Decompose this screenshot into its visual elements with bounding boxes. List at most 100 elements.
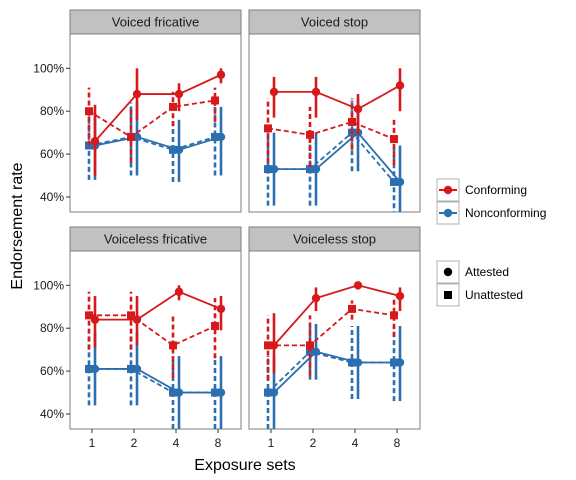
- data-point-square: [169, 102, 177, 111]
- data-point-circle: [216, 70, 226, 79]
- panels: Voiced fricative 40% 60% 80% 100% Voiced stop…: [33, 9, 421, 450]
- series-line: [89, 314, 216, 347]
- y-tick-label: 60%: [40, 364, 64, 378]
- legend-key-dot: [443, 185, 453, 195]
- data-point-square: [348, 117, 356, 126]
- panel-title: Voiceless stop: [293, 232, 376, 247]
- legend-key-circle: [443, 267, 453, 277]
- panel-title: Voiced stop: [301, 15, 368, 30]
- data-point-square: [264, 165, 272, 174]
- data-point-square: [390, 135, 398, 144]
- data-point-circle: [395, 291, 405, 301]
- series-line: [94, 136, 222, 151]
- series-group: [85, 285, 226, 429]
- plot-border: [69, 250, 242, 430]
- y-tick-label: 40%: [40, 190, 64, 204]
- data-point-square: [169, 341, 177, 350]
- data-point-square: [264, 124, 272, 133]
- panel: Voiced fricative 40% 60% 80% 100%: [33, 9, 242, 213]
- panel-strip: [69, 226, 242, 252]
- x-tick-label: 4: [352, 436, 359, 450]
- series-line: [268, 307, 395, 347]
- data-point-square: [127, 311, 135, 320]
- data-point-square: [169, 145, 177, 154]
- panel-title: Voiced fricative: [112, 15, 199, 30]
- series-line: [88, 99, 216, 139]
- data-point-circle: [174, 287, 184, 296]
- data-point-circle: [311, 87, 321, 97]
- data-point-circle: [395, 81, 405, 90]
- x-tick-label: 4: [173, 436, 180, 450]
- legend-shape-label: Unattested: [465, 288, 523, 302]
- data-point-square: [211, 388, 219, 397]
- series-line: [267, 120, 395, 140]
- data-point-square: [127, 364, 135, 373]
- data-point-square: [211, 96, 219, 105]
- data-point-square: [306, 341, 314, 350]
- data-point-square: [264, 388, 272, 397]
- data-point-circle: [132, 89, 142, 99]
- data-point-circle: [90, 137, 100, 146]
- data-point-square: [127, 132, 135, 141]
- legend-color-label: Nonconforming: [465, 206, 546, 220]
- x-tick-label: 8: [215, 436, 222, 450]
- panel: Voiceless stop 1 2 4 8: [248, 226, 421, 450]
- legend-color-groups: Conforming Nonconforming: [436, 178, 546, 225]
- data-point-square: [169, 388, 177, 397]
- series-group: [264, 281, 405, 429]
- data-point-circle: [174, 89, 184, 99]
- panel-strip: [248, 226, 421, 252]
- series-group: [85, 68, 226, 182]
- data-point-square: [306, 347, 314, 356]
- data-point-square: [390, 177, 398, 186]
- y-tick-label: 80%: [40, 104, 64, 118]
- data-point-square: [390, 311, 398, 320]
- series-line: [274, 84, 401, 111]
- plot-border: [69, 33, 242, 213]
- panel-strip: [248, 9, 421, 35]
- y-tick-label: 80%: [40, 321, 64, 335]
- x-tick-label: 1: [89, 436, 96, 450]
- x-tick-label: 2: [131, 436, 138, 450]
- plot-border: [248, 250, 421, 430]
- data-point-square: [85, 311, 93, 320]
- legend-color-key: Nonconforming: [436, 201, 546, 225]
- data-point-square: [85, 364, 93, 373]
- y-tick-label: 100%: [33, 278, 64, 292]
- x-tick-label: 8: [394, 436, 401, 450]
- panel-strip: [69, 9, 242, 35]
- plot-area: 40% 60% 80% 100%: [33, 33, 242, 213]
- data-point-circle: [269, 87, 279, 97]
- series-line: [273, 284, 401, 346]
- x-tick-label: 2: [310, 436, 317, 450]
- series-group: [264, 68, 405, 212]
- panel-title: Voiceless fricative: [104, 232, 207, 247]
- legend-shape-key: Unattested: [436, 283, 523, 307]
- data-point-circle: [353, 281, 363, 290]
- data-point-square: [390, 358, 398, 367]
- series-line: [89, 368, 215, 394]
- legend-key-square: [444, 291, 452, 299]
- series-line: [88, 136, 216, 151]
- plot-area: 40% 60% 80% 100% 1 2 4 8: [33, 250, 242, 450]
- data-point-square: [348, 358, 356, 367]
- legend-shape-key: Attested: [436, 260, 509, 284]
- data-point-square: [85, 107, 93, 116]
- legend-shape-label: Attested: [465, 265, 509, 279]
- panel: Voiced stop: [248, 9, 421, 213]
- legend-color-key: Conforming: [436, 178, 527, 202]
- data-point-square: [348, 304, 356, 313]
- y-tick-label: 100%: [33, 61, 64, 75]
- plot-area: [248, 33, 421, 213]
- series-line: [267, 350, 394, 394]
- plot-area: 1 2 4 8: [248, 250, 421, 450]
- y-tick-label: 60%: [40, 147, 64, 161]
- x-axis-title: Exposure sets: [194, 457, 295, 474]
- data-point-circle: [216, 304, 226, 314]
- data-point-circle: [311, 293, 321, 303]
- legend-color-label: Conforming: [465, 183, 527, 197]
- panel: Voiceless fricative 40% 60% 80% 100% 1 2 4 8: [33, 226, 242, 450]
- series-line: [94, 73, 222, 142]
- data-point-square: [211, 322, 219, 331]
